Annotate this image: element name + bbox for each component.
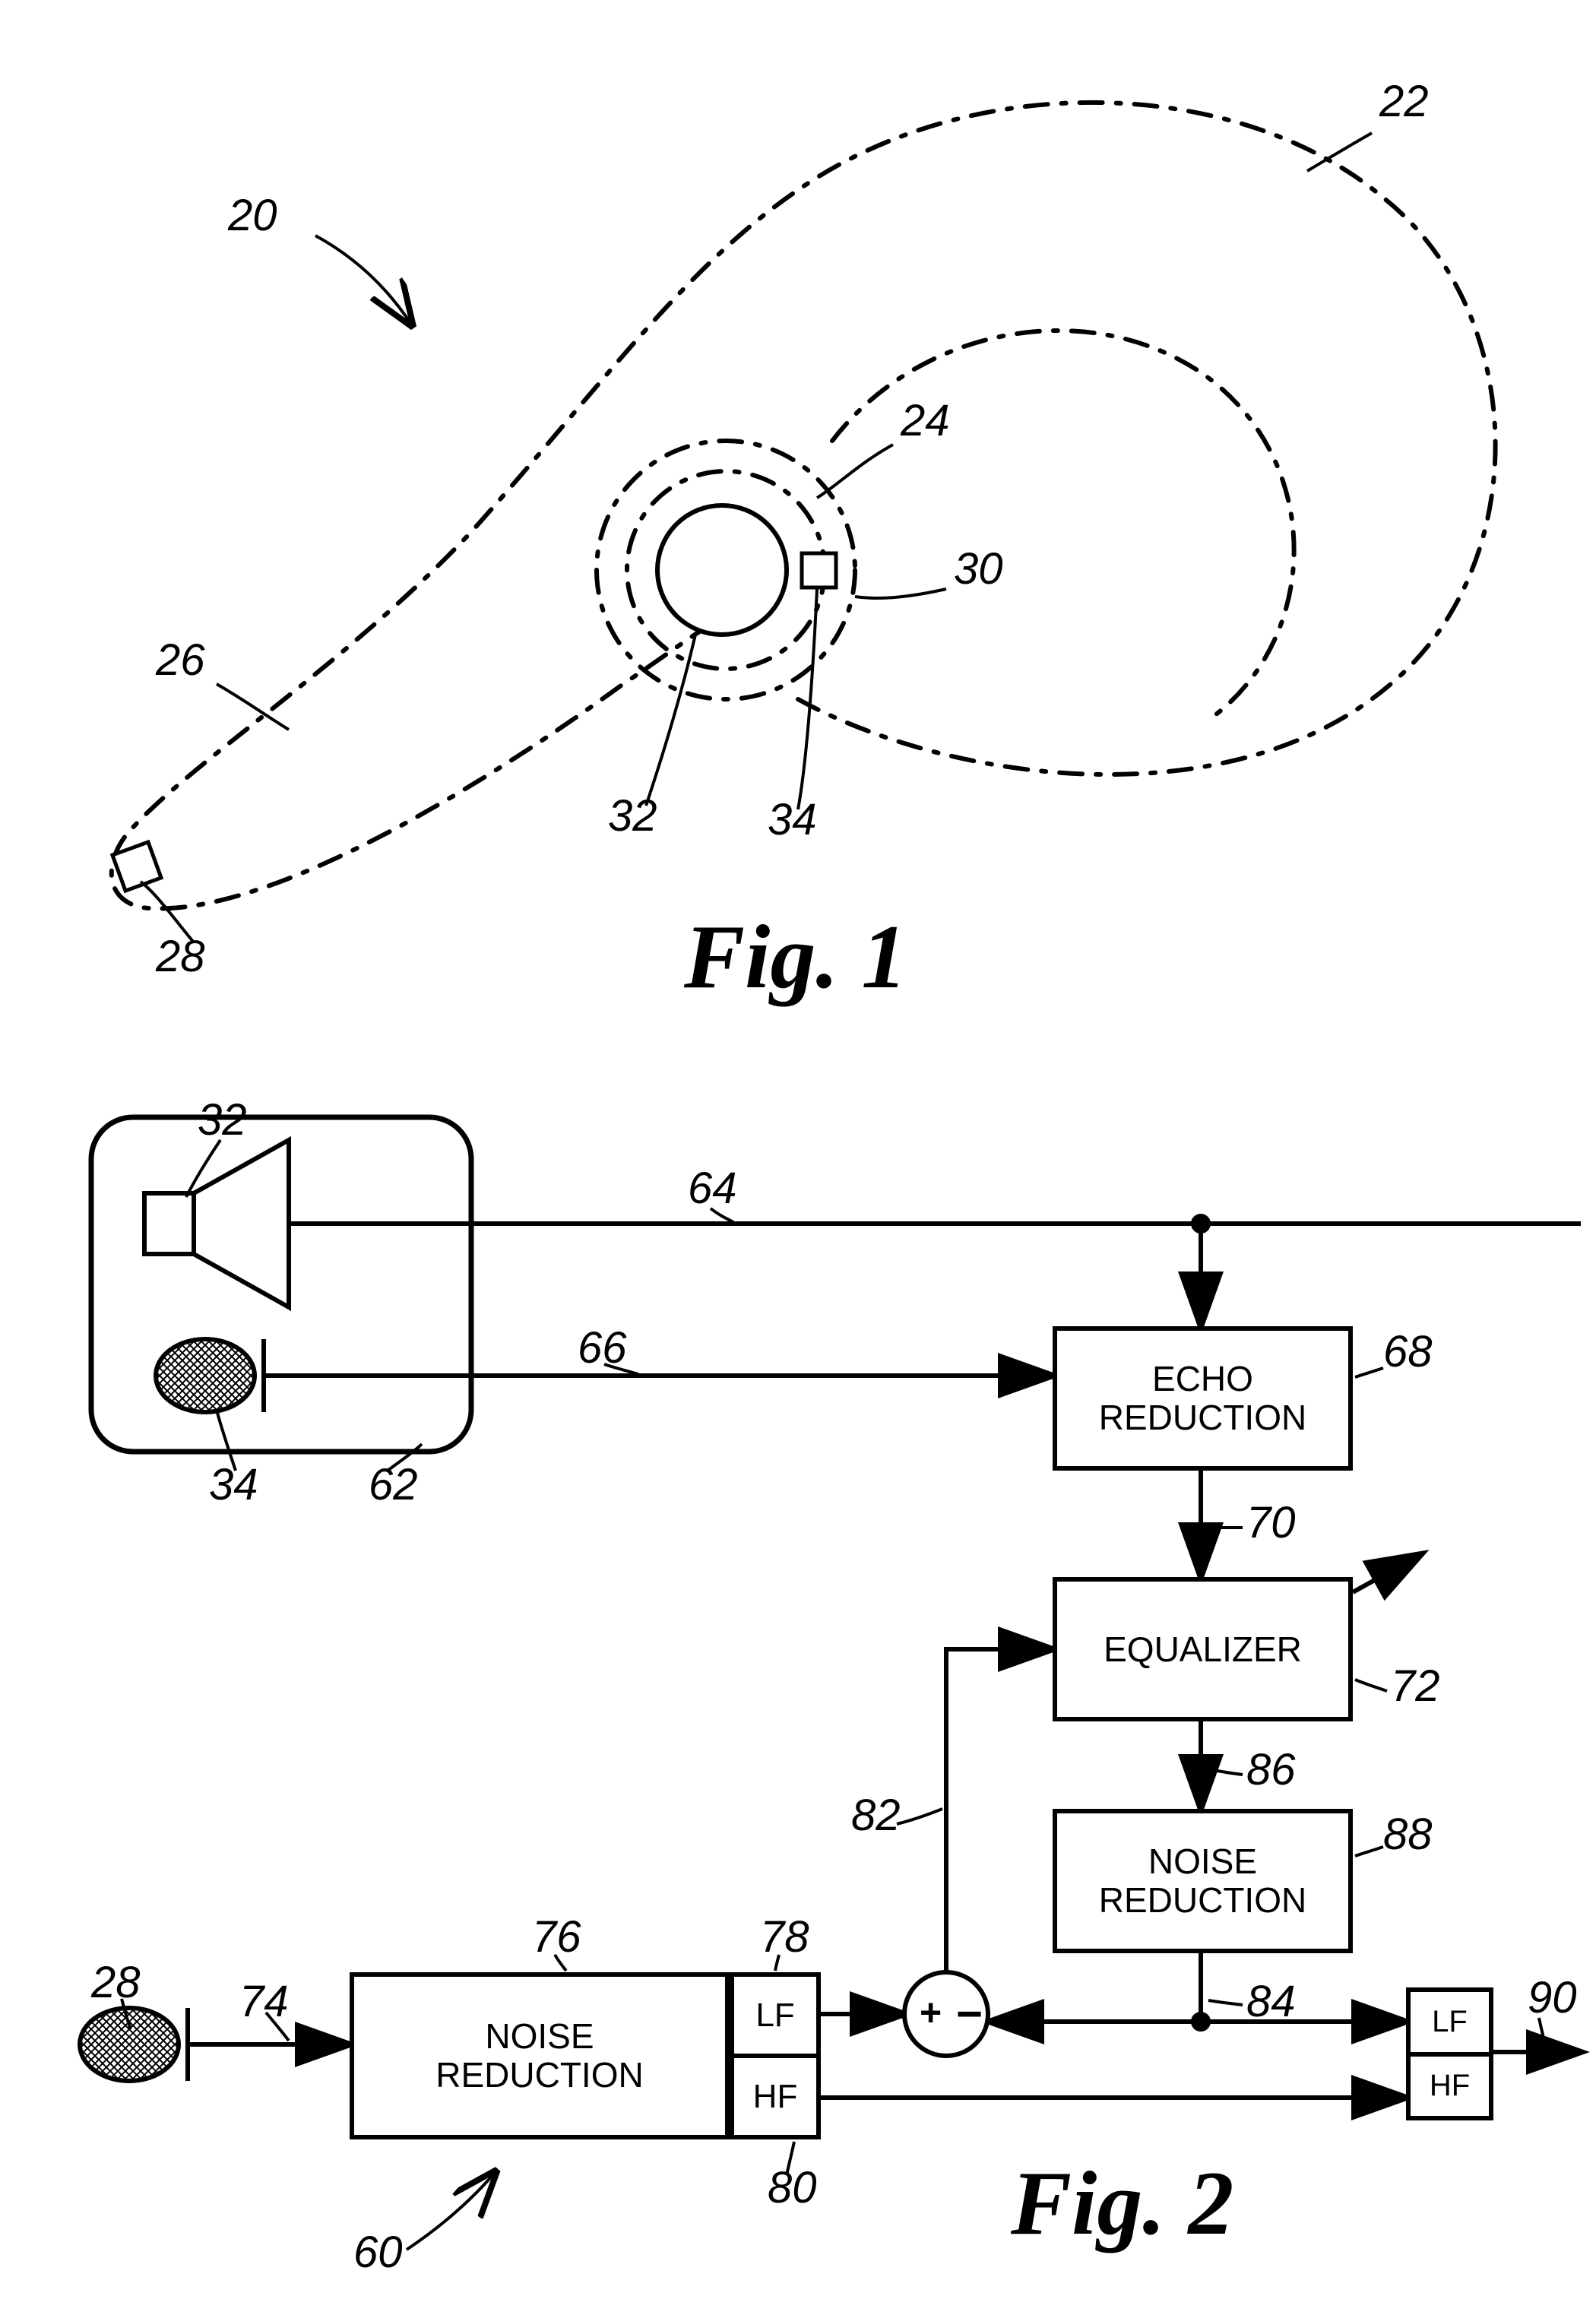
speaker-symbol bbox=[144, 1140, 289, 1307]
ear-mic-ellipse bbox=[156, 1339, 255, 1412]
lfhf-right-lf: LF bbox=[1411, 1992, 1489, 2057]
ref2-82: 82 bbox=[851, 1790, 901, 1841]
ref2-74: 74 bbox=[239, 1976, 289, 2027]
block-equalizer: EQUALIZER bbox=[1053, 1577, 1353, 1721]
ref2-70: 70 bbox=[1246, 1497, 1296, 1548]
block-equalizer-text: EQUALIZER bbox=[1104, 1629, 1302, 1670]
leader2-86 bbox=[1208, 1769, 1243, 1775]
leader2-60 bbox=[407, 2174, 494, 2250]
ref2-60: 60 bbox=[353, 2227, 403, 2278]
lfhf-left-hf: HF bbox=[734, 2058, 816, 2135]
block-echo-reduction: ECHOREDUCTION bbox=[1053, 1326, 1353, 1471]
ref2-32: 32 bbox=[198, 1094, 247, 1145]
sum-minus: − bbox=[956, 1988, 983, 2039]
fig2-drawing: + − bbox=[0, 0, 1596, 2315]
boom-mic-ellipse bbox=[80, 2008, 179, 2081]
ref2-90: 90 bbox=[1528, 1972, 1577, 2023]
block-noise-reduction-right: NOISEREDUCTION bbox=[1053, 1809, 1353, 1953]
ref2-66: 66 bbox=[578, 1322, 627, 1373]
ref2-34: 34 bbox=[209, 1459, 258, 1510]
ref2-68: 68 bbox=[1383, 1326, 1433, 1377]
ref2-88: 88 bbox=[1383, 1809, 1433, 1860]
lfhf-left-lf: LF bbox=[734, 1977, 816, 2058]
line-82 bbox=[946, 1649, 1053, 1972]
ref2-64: 64 bbox=[688, 1163, 737, 1214]
lfhf-right-hf: HF bbox=[1411, 2057, 1489, 2117]
sum-plus: + bbox=[920, 1991, 942, 2034]
ref2-28: 28 bbox=[91, 1957, 141, 2008]
block-echo-reduction-text: ECHOREDUCTION bbox=[1099, 1360, 1306, 1436]
ref2-86: 86 bbox=[1246, 1744, 1296, 1795]
leader2-72 bbox=[1355, 1680, 1387, 1691]
block-nr-right-text: NOISEREDUCTION bbox=[1099, 1842, 1306, 1919]
ref2-62: 62 bbox=[369, 1459, 418, 1510]
ref2-78: 78 bbox=[760, 1911, 809, 1962]
leader2-68 bbox=[1355, 1368, 1383, 1377]
block-nr-left-text: NOISEREDUCTION bbox=[435, 2017, 643, 2094]
ref2-76: 76 bbox=[532, 1911, 581, 1962]
fig2-caption: Fig. 2 bbox=[1011, 2151, 1233, 2256]
ref2-72: 72 bbox=[1391, 1661, 1440, 1712]
block-lfhf-left: LF HF bbox=[730, 1972, 821, 2139]
block-noise-reduction-left: NOISEREDUCTION bbox=[350, 1972, 730, 2139]
line-eq-out bbox=[1353, 1554, 1421, 1592]
ref2-80: 80 bbox=[768, 2162, 817, 2213]
block-lfhf-right: LF HF bbox=[1406, 1987, 1493, 2120]
leader2-88 bbox=[1355, 1847, 1383, 1856]
ref2-84: 84 bbox=[1246, 1976, 1296, 2027]
leader2-82 bbox=[897, 1809, 942, 1824]
leader2-84 bbox=[1208, 2000, 1243, 2005]
